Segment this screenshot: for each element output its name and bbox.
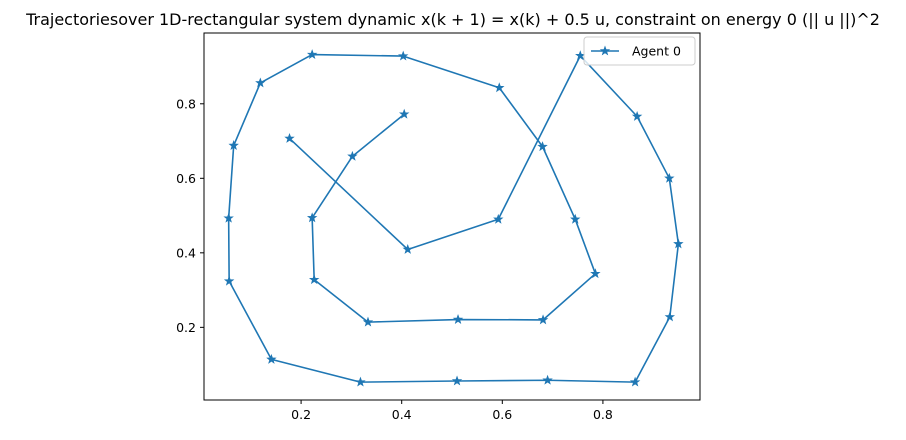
data-point-star xyxy=(537,314,549,325)
data-point-star xyxy=(228,140,239,150)
chart-title: Trajectoriesover 1D-rectangular system d… xyxy=(25,10,880,29)
axes-frame xyxy=(203,32,701,401)
data-point-star xyxy=(590,268,601,279)
y-axis: 0.2 0.4 0.6 0.8 xyxy=(176,96,204,335)
legend-entry-agent-0: Agent 0 xyxy=(632,44,681,59)
data-point-star xyxy=(673,238,684,249)
data-point-star xyxy=(223,275,235,286)
x-axis: 0.2 0.4 0.6 0.8 xyxy=(291,400,613,422)
data-point-star xyxy=(266,353,277,364)
data-point-star xyxy=(494,82,505,93)
y-tick-label: 0.4 xyxy=(176,245,196,260)
data-point-star xyxy=(399,108,410,119)
data-point-star xyxy=(402,243,413,254)
y-tick-label: 0.6 xyxy=(176,171,196,186)
y-tick-label: 0.2 xyxy=(176,320,196,335)
data-point-star xyxy=(255,77,266,88)
legend: Agent 0 xyxy=(583,36,696,66)
y-tick-label: 0.8 xyxy=(176,96,196,111)
series-line-agent-0 xyxy=(227,53,680,383)
data-point-star xyxy=(542,374,553,385)
data-point-star xyxy=(308,274,320,285)
data-point-star xyxy=(537,141,548,152)
data-point-star xyxy=(570,213,581,224)
data-point-star xyxy=(355,376,366,387)
plot-area xyxy=(223,49,684,387)
x-tick-label: 0.4 xyxy=(392,407,412,422)
data-point-star xyxy=(629,376,641,387)
data-point-star xyxy=(493,213,504,224)
data-point-star xyxy=(451,375,463,386)
data-point-star xyxy=(664,172,675,183)
data-point-star xyxy=(223,212,234,223)
data-point-star xyxy=(452,314,464,324)
data-point-star xyxy=(306,212,318,223)
data-point-star xyxy=(397,50,409,61)
x-tick-label: 0.8 xyxy=(593,407,613,422)
data-point-star xyxy=(664,311,676,322)
x-tick-label: 0.2 xyxy=(291,407,311,422)
data-point-star xyxy=(362,316,374,327)
legend-box xyxy=(583,36,696,66)
x-tick-label: 0.6 xyxy=(492,407,512,422)
data-point-star xyxy=(284,132,295,143)
data-point-star xyxy=(347,150,358,161)
data-point-star xyxy=(306,49,318,60)
legend-marker-star xyxy=(599,45,611,56)
data-point-star xyxy=(631,110,643,121)
